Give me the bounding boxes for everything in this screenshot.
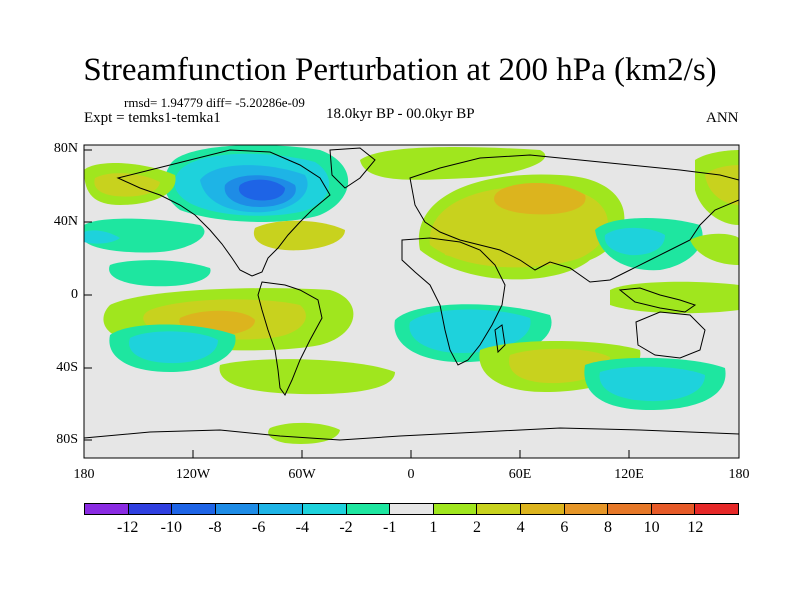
colorbar-segment — [128, 504, 173, 514]
tropical-ring-contour — [690, 233, 739, 265]
greenland-outline — [329, 147, 376, 189]
colorbar-label: 6 — [560, 519, 569, 536]
colorbar-segment — [172, 504, 216, 514]
colorbar-segment — [259, 504, 303, 514]
south-america-outline — [257, 281, 323, 396]
colorbar-label: 10 — [643, 519, 660, 536]
x-tick-label: 0 — [407, 467, 415, 482]
x-tick-label: 60E — [508, 467, 532, 482]
y-tick-label: 80N — [53, 141, 78, 156]
eurasia-contour-6 — [494, 182, 586, 215]
colorbar-label: -6 — [251, 519, 266, 536]
eurasia-outline — [409, 154, 739, 283]
colorbar-segment — [390, 504, 434, 514]
colorbar-label: 8 — [604, 519, 612, 536]
south-pacific-contour-4 — [129, 331, 218, 364]
colorbar-label: 12 — [687, 519, 704, 536]
map-title: Streamfunction Perturbation at 200 hPa (… — [83, 52, 717, 88]
subtropical-low-contour — [109, 260, 211, 287]
season-label: ANN — [706, 110, 739, 126]
colorbar — [84, 503, 739, 515]
south-atlantic-contour-2 — [219, 359, 395, 395]
north-atlantic-low-contour — [253, 220, 345, 251]
antarctica-outline — [84, 427, 739, 441]
x-tick-label: 180 — [73, 467, 95, 482]
colorbar-segment — [608, 504, 652, 514]
x-tick-label: 120W — [175, 467, 211, 482]
period-label: 18.0kyr BP - 00.0kyr BP — [326, 106, 475, 122]
x-tick-label: 120E — [614, 467, 644, 482]
colorbar-segment — [85, 504, 129, 514]
colorbar-label: -1 — [382, 519, 397, 536]
y-tick-label: 0 — [71, 287, 78, 302]
north-pacific-contour-4 — [84, 230, 120, 244]
southern-africa-contour-4 — [409, 309, 531, 354]
east-asia-contour-4 — [604, 227, 665, 256]
colorbar-label: 2 — [473, 519, 481, 536]
north-pacific-contour-2 — [84, 218, 205, 253]
se-asia-islands-outline — [618, 287, 697, 313]
experiment-label: Expt = temks1-temka1 — [84, 110, 221, 126]
africa-outline — [401, 237, 506, 366]
coastlines — [84, 147, 739, 441]
colorbar-segment — [433, 504, 478, 514]
colorbar-label: -2 — [339, 519, 353, 536]
y-tick-label: 40N — [53, 214, 78, 229]
y-tick-label: 80S — [56, 432, 78, 447]
y-tick-label: 40S — [56, 360, 78, 375]
colorbar-segment — [215, 504, 260, 514]
north-africa-contour-4 — [440, 228, 511, 258]
colorbar-label: 4 — [516, 519, 525, 536]
colorbar-label: -10 — [160, 519, 182, 536]
colorbar-segment — [695, 504, 738, 514]
colorbar-segment — [651, 504, 696, 514]
x-tick-label: 60W — [288, 467, 316, 482]
colorbar-label: -4 — [295, 519, 309, 536]
colorbar-segment — [477, 504, 521, 514]
colorbar-label: 1 — [429, 519, 438, 536]
madagascar-outline — [494, 324, 506, 354]
stats-text: rmsd= 1.94779 diff= -5.20286e-09 — [124, 95, 305, 110]
north-atlantic-contour-2 — [360, 147, 546, 180]
w-pacific-contour-2 — [610, 281, 739, 314]
south-indian-contour-4 — [599, 366, 705, 402]
pacific-high-contour-4 — [705, 165, 739, 205]
north-america-contour-10 — [238, 179, 285, 201]
australia-outline — [635, 311, 706, 359]
colorbar-segment — [302, 504, 347, 514]
x-tick-label: 180 — [728, 467, 750, 482]
colorbar-segment — [564, 504, 609, 514]
north-america-outline — [116, 149, 331, 277]
colorbar-label: -12 — [116, 519, 139, 536]
colorbar-label: -8 — [208, 519, 222, 536]
colorbar-segment — [346, 504, 391, 514]
ne-pacific-contour-4 — [94, 173, 160, 197]
colorbar-segment — [520, 504, 565, 514]
tick-marks — [83, 149, 740, 458]
